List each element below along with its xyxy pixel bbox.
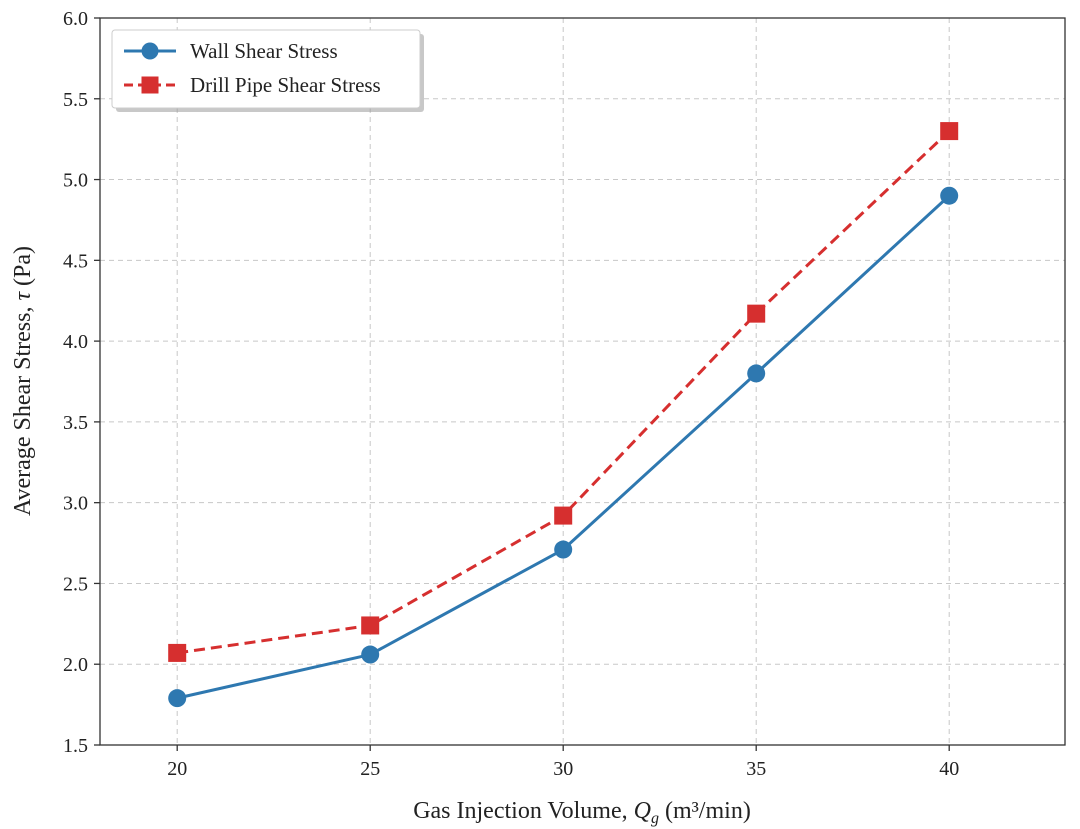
y-tick-label: 4.5 (63, 250, 88, 272)
data-point-wall-shear-stress-20 (168, 689, 187, 708)
y-axis-label: Average Shear Stress, τ (Pa) (10, 246, 36, 516)
data-point-drill-pipe-shear-stress-25 (361, 616, 380, 635)
legend: Wall Shear Stress Drill Pipe Shear Stres… (111, 29, 424, 112)
legend-box (111, 29, 421, 109)
y-tick-label: 3.0 (63, 493, 88, 515)
y-tick-label: 5.0 (63, 170, 88, 192)
series-layer (168, 122, 959, 708)
legend-marker-drill-pipe-shear-stress (141, 76, 159, 94)
data-point-wall-shear-stress-40 (940, 186, 959, 205)
data-point-wall-shear-stress-25 (361, 645, 380, 664)
data-point-drill-pipe-shear-stress-30 (554, 506, 573, 525)
x-tick-label: 20 (167, 758, 187, 780)
legend-label-drill-pipe-shear-stress: Drill Pipe Shear Stress (190, 73, 381, 97)
y-tick-label: 5.5 (63, 89, 88, 111)
data-point-drill-pipe-shear-stress-35 (747, 304, 766, 323)
y-tick-label: 2.0 (63, 654, 88, 676)
grid (100, 17, 1065, 746)
data-point-wall-shear-stress-35 (747, 364, 766, 383)
y-tick-label: 3.5 (63, 412, 88, 434)
x-axis-label: Gas Injection Volume, Qg (m³/min) (413, 798, 751, 827)
x-tick-label: 40 (939, 758, 959, 780)
data-point-drill-pipe-shear-stress-20 (168, 643, 187, 662)
plot-frame (99, 17, 1066, 746)
x-tick-label: 25 (360, 758, 380, 780)
y-tick-label: 4.0 (63, 331, 88, 353)
x-tick-label: 30 (553, 758, 573, 780)
y-tick-label: 2.5 (63, 573, 88, 595)
x-tick-label: 35 (746, 758, 766, 780)
data-point-wall-shear-stress-30 (554, 540, 573, 559)
y-tick-label: 6.0 (63, 8, 88, 30)
y-axis-ticks: 1.5 2.0 2.5 3.0 3.5 4.0 4.5 5.0 5.5 6.0 (63, 8, 100, 757)
data-point-drill-pipe-shear-stress-40 (940, 122, 959, 141)
legend-label-wall-shear-stress: Wall Shear Stress (190, 39, 338, 63)
x-axis-ticks: 20 25 30 35 40 (167, 745, 959, 780)
y-tick-label: 1.5 (63, 735, 88, 757)
legend-marker-wall-shear-stress (141, 42, 159, 60)
